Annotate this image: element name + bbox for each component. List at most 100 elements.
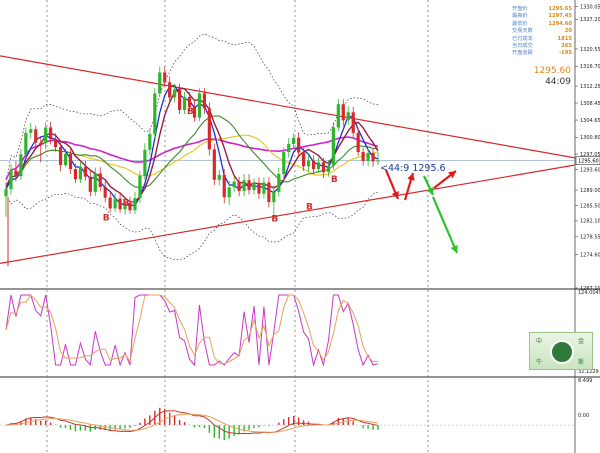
candle-body <box>207 108 211 150</box>
info-row: 开盘涨跌 -195 <box>512 50 572 57</box>
candle-body <box>29 129 33 133</box>
macd-line <box>5 410 379 435</box>
candle-body <box>68 153 73 170</box>
forecast-arrow-green-small-head <box>426 187 434 195</box>
info-value: 265 <box>561 43 572 50</box>
moving-averages <box>5 84 379 206</box>
info-row: 已付成本 1815 <box>512 36 572 43</box>
bar-countdown: 44:09 <box>545 77 571 87</box>
candle-body <box>227 187 231 198</box>
candle-body <box>257 182 261 194</box>
candle-body <box>19 154 23 177</box>
forecast-arrow-green-head <box>450 245 458 253</box>
candle-body <box>158 72 162 94</box>
buy-marker-label: B <box>103 213 110 223</box>
candle-body <box>306 160 311 167</box>
candle-body <box>54 139 58 148</box>
candle-body <box>58 147 63 166</box>
candle-body <box>44 127 48 144</box>
candle-body <box>9 170 13 190</box>
candle-body <box>331 127 335 166</box>
upper-trendline <box>0 55 576 159</box>
info-row: 最高价 1297.45 <box>512 13 572 20</box>
price-tick-label: 1267.10 <box>580 286 600 292</box>
candle-body <box>282 152 286 174</box>
candle-body <box>262 182 266 194</box>
info-label: 交易天数 <box>512 28 533 35</box>
price-tick-label: 1308.45 <box>580 101 600 107</box>
candle-body <box>217 174 221 180</box>
price-tick-label: 1297.05 <box>580 152 600 158</box>
forecast-arrows <box>384 169 459 254</box>
candle-body <box>173 89 177 98</box>
info-label: 最低价 <box>512 20 528 27</box>
price-tick-label: 1285.50 <box>580 204 600 210</box>
price-tick-label: 1282.10 <box>580 219 600 225</box>
current-price-box <box>575 156 600 165</box>
info-label: 已付成本 <box>512 35 533 42</box>
info-label: 当日成交 <box>512 43 533 50</box>
candle-body <box>336 104 340 128</box>
candle-body <box>73 169 78 180</box>
triangle-trendlines <box>0 55 576 267</box>
candle-body <box>361 152 365 161</box>
candle-body <box>277 173 281 192</box>
macd-tick-label: 8.499 <box>578 378 592 384</box>
buy-marker-label: B <box>331 175 338 185</box>
candle-body <box>14 170 18 177</box>
candle-body <box>272 191 276 203</box>
candle-body <box>297 137 301 153</box>
candle-body <box>232 181 236 188</box>
candle-body <box>351 112 355 133</box>
candlesticks <box>4 66 380 217</box>
watermark-char: 斯 <box>578 359 585 366</box>
candle-body <box>98 173 102 187</box>
price-tick-label: 1312.25 <box>580 84 600 90</box>
buy-marker-label: B <box>123 199 130 209</box>
candle-body <box>4 189 8 197</box>
ma-blue <box>5 84 379 206</box>
candle-body <box>252 182 256 191</box>
watermark-char: 中 <box>536 338 543 345</box>
candle-body <box>212 149 216 180</box>
info-row: 开盘价 1295.65 <box>512 6 572 13</box>
info-row: 交易天数 20 <box>512 28 572 35</box>
oscillator-panel-1 <box>5 294 379 367</box>
ma-magenta <box>5 136 379 180</box>
candle-body <box>168 82 172 98</box>
candle-body <box>237 181 241 191</box>
price-tick-label: 1304.65 <box>580 118 600 124</box>
price-tick-label: 1330.05 <box>580 4 600 10</box>
info-label: 开盘价 <box>512 6 528 12</box>
price-tick-label: 1327.20 <box>580 17 600 23</box>
candle-body <box>63 153 68 166</box>
candle-body <box>108 197 112 209</box>
candle-body <box>83 166 87 177</box>
info-label: 最高价 <box>512 13 528 20</box>
candle-body <box>316 162 321 170</box>
last-price: 1295.60 <box>533 66 571 76</box>
candle-body <box>346 112 350 121</box>
forecast-arrow-down-head <box>391 191 399 199</box>
candle-body <box>123 203 127 210</box>
stoch-d-line <box>5 294 379 365</box>
ma-green <box>5 115 379 190</box>
candle-body <box>153 93 157 135</box>
watermark-logo: 中 金 牛 斯 <box>529 332 593 370</box>
candle-body <box>88 176 92 192</box>
info-value: 1295.65 <box>548 6 572 12</box>
info-row: 最低价 1294.60 <box>512 21 572 28</box>
candle-body <box>138 175 142 199</box>
price-tick-label: 1320.55 <box>580 47 600 53</box>
watermark-char: 牛 <box>536 359 543 366</box>
price-tick-label: 1278.55 <box>580 235 600 241</box>
candle-body <box>178 89 182 111</box>
seal-icon <box>550 340 574 364</box>
price-tick-label: 1274.60 <box>580 252 600 258</box>
candle-body <box>49 127 53 140</box>
buy-markers: B B B B B B <box>103 107 338 224</box>
price-tick-label: 1316.70 <box>580 64 600 70</box>
forecast-arrow-green <box>431 196 459 254</box>
